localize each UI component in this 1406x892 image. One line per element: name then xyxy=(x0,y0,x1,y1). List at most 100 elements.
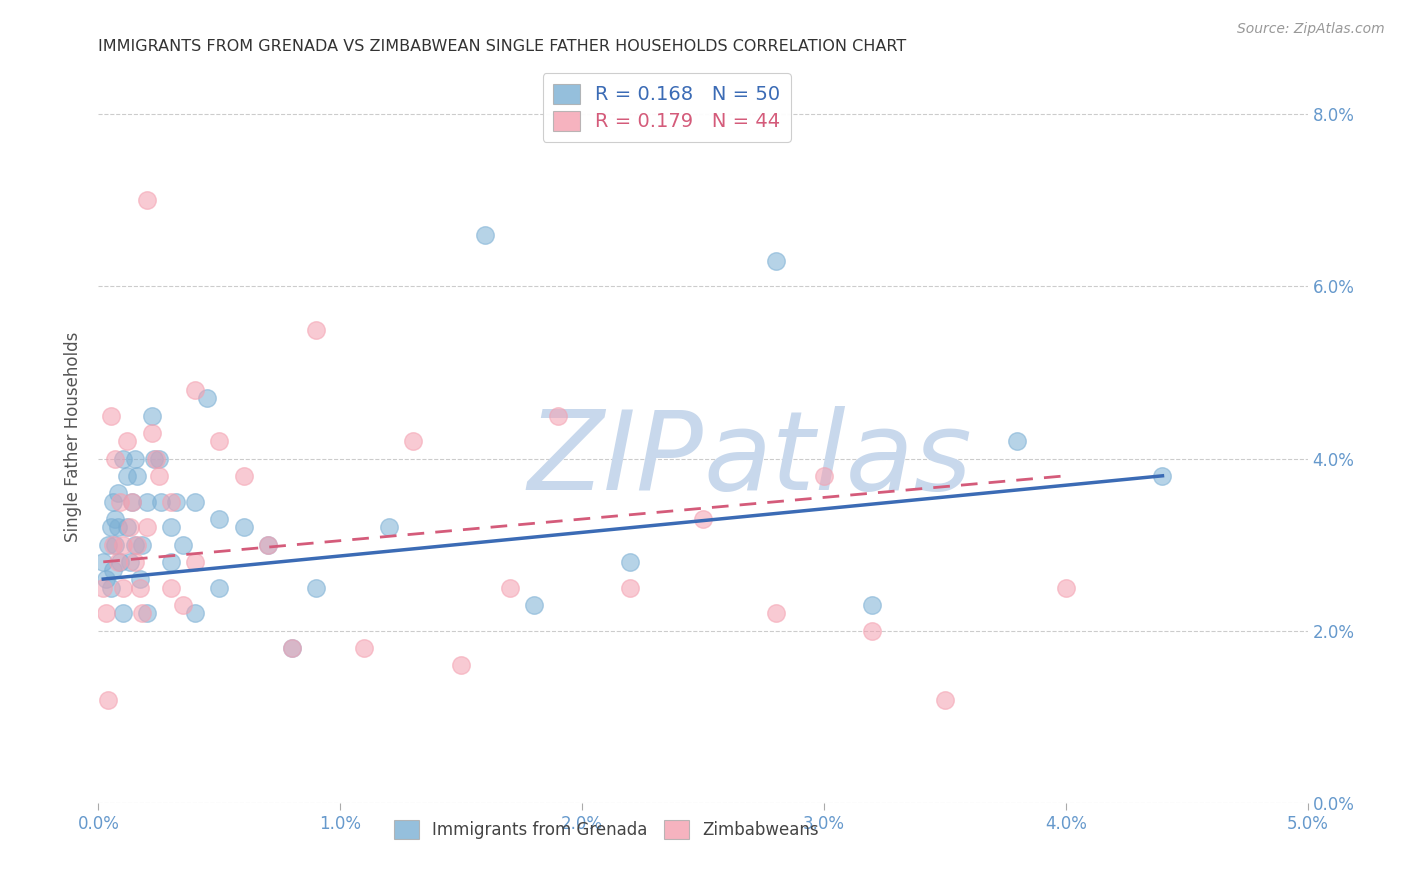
Point xyxy=(131,538,153,552)
Point xyxy=(117,434,139,449)
Point xyxy=(128,581,150,595)
Point xyxy=(94,607,117,621)
Point xyxy=(208,581,231,595)
Point xyxy=(148,451,170,466)
Point xyxy=(135,607,157,621)
Point xyxy=(131,607,153,621)
Point xyxy=(450,658,472,673)
Point xyxy=(547,409,569,423)
Point xyxy=(160,555,183,569)
Point xyxy=(256,538,278,552)
Point xyxy=(172,598,194,612)
Point xyxy=(124,555,146,569)
Point xyxy=(353,640,375,655)
Point xyxy=(305,322,328,336)
Point xyxy=(281,640,304,655)
Text: IMMIGRANTS FROM GRENADA VS ZIMBABWEAN SINGLE FATHER HOUSEHOLDS CORRELATION CHART: IMMIGRANTS FROM GRENADA VS ZIMBABWEAN SI… xyxy=(98,38,907,54)
Point xyxy=(172,538,194,552)
Point xyxy=(402,434,425,449)
Point xyxy=(111,607,134,621)
Point xyxy=(208,512,231,526)
Point xyxy=(108,494,131,508)
Point xyxy=(135,520,157,534)
Point xyxy=(256,538,278,552)
Point xyxy=(232,468,254,483)
Point xyxy=(127,468,149,483)
Legend: Immigrants from Grenada, Zimbabweans: Immigrants from Grenada, Zimbabweans xyxy=(387,814,825,846)
Point xyxy=(118,520,141,534)
Point xyxy=(619,581,641,595)
Point xyxy=(195,392,218,406)
Point xyxy=(141,409,163,423)
Point xyxy=(692,512,714,526)
Point xyxy=(111,451,134,466)
Point xyxy=(498,581,520,595)
Point xyxy=(128,572,150,586)
Point xyxy=(104,451,127,466)
Point xyxy=(124,538,146,552)
Point xyxy=(104,538,127,552)
Point xyxy=(117,468,139,483)
Point xyxy=(127,538,149,552)
Point xyxy=(160,581,183,595)
Point xyxy=(107,555,129,569)
Point xyxy=(860,624,883,638)
Point xyxy=(91,555,114,569)
Point xyxy=(765,607,787,621)
Point xyxy=(100,409,122,423)
Point xyxy=(108,555,131,569)
Point xyxy=(101,494,124,508)
Point xyxy=(118,555,141,569)
Point xyxy=(208,434,231,449)
Point xyxy=(281,640,304,655)
Point xyxy=(107,520,129,534)
Point xyxy=(619,555,641,569)
Point xyxy=(184,383,207,397)
Point xyxy=(101,564,124,578)
Point xyxy=(124,451,146,466)
Point xyxy=(860,598,883,612)
Point xyxy=(100,520,122,534)
Point xyxy=(97,692,120,706)
Point xyxy=(1152,468,1174,483)
Point xyxy=(184,555,207,569)
Point xyxy=(100,581,122,595)
Point xyxy=(1054,581,1077,595)
Point xyxy=(305,581,328,595)
Point xyxy=(184,494,207,508)
Point xyxy=(184,607,207,621)
Point xyxy=(160,520,183,534)
Point xyxy=(117,520,139,534)
Point xyxy=(160,494,183,508)
Point xyxy=(91,581,114,595)
Text: Source: ZipAtlas.com: Source: ZipAtlas.com xyxy=(1237,22,1385,37)
Y-axis label: Single Father Households: Single Father Households xyxy=(65,332,83,542)
Point xyxy=(474,227,496,242)
Point xyxy=(121,494,143,508)
Point xyxy=(104,512,127,526)
Point xyxy=(121,494,143,508)
Point xyxy=(1007,434,1029,449)
Point xyxy=(148,468,170,483)
Point xyxy=(141,425,163,440)
Point xyxy=(377,520,399,534)
Point xyxy=(765,253,787,268)
Point xyxy=(143,451,166,466)
Point xyxy=(934,692,956,706)
Point xyxy=(232,520,254,534)
Point xyxy=(135,194,157,208)
Point xyxy=(94,572,117,586)
Point xyxy=(97,538,120,552)
Text: atlas: atlas xyxy=(703,406,972,513)
Point xyxy=(111,538,134,552)
Point xyxy=(165,494,187,508)
Point xyxy=(813,468,835,483)
Point xyxy=(150,494,173,508)
Point xyxy=(111,581,134,595)
Point xyxy=(145,451,167,466)
Point xyxy=(107,486,129,500)
Text: ZIP: ZIP xyxy=(527,406,703,513)
Point xyxy=(101,538,124,552)
Point xyxy=(135,494,157,508)
Point xyxy=(523,598,546,612)
